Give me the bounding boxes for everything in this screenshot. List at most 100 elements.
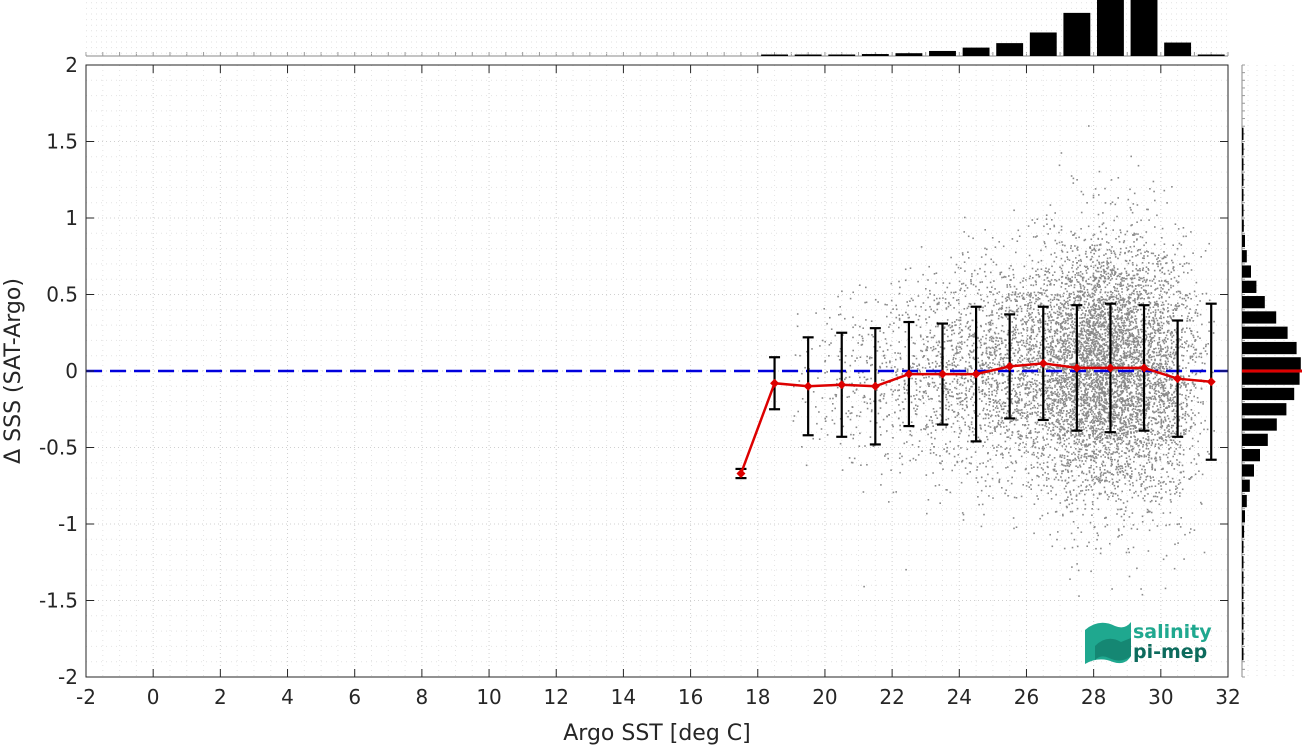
scatter-point bbox=[1034, 292, 1036, 294]
scatter-point bbox=[1088, 321, 1090, 323]
scatter-point bbox=[1004, 402, 1006, 404]
scatter-point bbox=[966, 404, 968, 406]
scatter-point bbox=[871, 357, 873, 359]
scatter-point bbox=[1088, 397, 1090, 399]
scatter-point bbox=[972, 381, 974, 383]
scatter-point bbox=[933, 337, 935, 339]
scatter-point bbox=[1114, 359, 1116, 361]
scatter-point bbox=[1021, 344, 1023, 346]
scatter-point bbox=[962, 408, 964, 410]
scatter-point bbox=[990, 459, 992, 461]
scatter-point bbox=[898, 384, 900, 386]
scatter-point bbox=[1117, 268, 1119, 270]
scatter-point bbox=[1051, 266, 1053, 268]
scatter-point bbox=[1031, 464, 1033, 466]
scatter-point bbox=[958, 333, 960, 335]
scatter-point bbox=[996, 337, 998, 339]
scatter-point bbox=[1067, 251, 1069, 253]
scatter-point bbox=[799, 355, 801, 357]
right-hist-bar bbox=[1242, 602, 1244, 614]
scatter-point bbox=[1064, 245, 1066, 247]
right-hist-bar bbox=[1242, 480, 1250, 492]
scatter-point bbox=[1047, 343, 1049, 345]
scatter-point bbox=[982, 336, 984, 338]
scatter-point bbox=[857, 342, 859, 344]
scatter-point bbox=[910, 396, 912, 398]
scatter-point bbox=[1010, 455, 1012, 457]
scatter-point bbox=[1121, 312, 1123, 314]
scatter-point bbox=[1045, 270, 1047, 272]
scatter-point bbox=[1002, 325, 1004, 327]
scatter-point bbox=[1066, 350, 1068, 352]
scatter-point bbox=[1066, 491, 1068, 493]
scatter-point bbox=[1040, 344, 1042, 346]
scatter-point bbox=[1066, 413, 1068, 415]
scatter-point bbox=[1060, 382, 1062, 384]
scatter-point bbox=[918, 398, 920, 400]
scatter-point bbox=[1011, 339, 1013, 341]
scatter-point bbox=[947, 369, 949, 371]
scatter-point bbox=[1074, 412, 1076, 414]
scatter-point bbox=[936, 272, 938, 274]
scatter-point bbox=[1111, 588, 1113, 590]
scatter-point bbox=[965, 367, 967, 369]
scatter-point bbox=[1136, 346, 1138, 348]
scatter-point bbox=[972, 238, 974, 240]
scatter-point bbox=[1128, 466, 1130, 468]
scatter-point bbox=[1130, 425, 1132, 427]
scatter-point bbox=[942, 429, 944, 431]
scatter-point bbox=[972, 320, 974, 322]
scatter-point bbox=[919, 370, 921, 372]
scatter-point bbox=[1014, 286, 1016, 288]
scatter-point bbox=[1136, 362, 1138, 364]
scatter-point bbox=[1039, 518, 1041, 520]
scatter-point bbox=[971, 386, 973, 388]
scatter-point bbox=[1066, 411, 1068, 413]
scatter-point bbox=[1098, 509, 1100, 511]
scatter-point bbox=[990, 354, 992, 356]
scatter-point bbox=[1161, 318, 1163, 320]
scatter-point bbox=[974, 303, 976, 305]
scatter-point bbox=[931, 398, 933, 400]
scatter-point bbox=[1110, 443, 1112, 445]
scatter-point bbox=[847, 396, 849, 398]
scatter-point bbox=[950, 257, 952, 259]
scatter-point bbox=[978, 504, 980, 506]
scatter-point bbox=[1046, 438, 1048, 440]
scatter-point bbox=[1094, 442, 1096, 444]
scatter-point bbox=[1020, 320, 1022, 322]
scatter-point bbox=[1062, 395, 1064, 397]
scatter-point bbox=[1104, 398, 1106, 400]
scatter-point bbox=[1056, 374, 1058, 376]
scatter-point bbox=[1013, 419, 1015, 421]
scatter-point bbox=[998, 444, 1000, 446]
scatter-point bbox=[1027, 375, 1029, 377]
scatter-point bbox=[1025, 316, 1027, 318]
scatter-point bbox=[930, 347, 932, 349]
scatter-point bbox=[1071, 338, 1073, 340]
scatter-point bbox=[964, 342, 966, 344]
scatter-point bbox=[1091, 328, 1093, 330]
scatter-point bbox=[1146, 359, 1148, 361]
scatter-point bbox=[1035, 438, 1037, 440]
scatter-point bbox=[991, 367, 993, 369]
scatter-point bbox=[897, 352, 899, 354]
scatter-point bbox=[1121, 387, 1123, 389]
scatter-point bbox=[920, 326, 922, 328]
scatter-point bbox=[1132, 270, 1134, 272]
scatter-point bbox=[986, 409, 988, 411]
scatter-point bbox=[1116, 278, 1118, 280]
scatter-point bbox=[1095, 377, 1097, 379]
scatter-point bbox=[884, 357, 886, 359]
scatter-point bbox=[1027, 367, 1029, 369]
scatter-point bbox=[1029, 341, 1031, 343]
scatter-point bbox=[954, 431, 956, 433]
scatter-point bbox=[902, 368, 904, 370]
scatter-point bbox=[1054, 330, 1056, 332]
scatter-point bbox=[859, 445, 861, 447]
scatter-point bbox=[1067, 335, 1069, 337]
scatter-point bbox=[955, 416, 957, 418]
scatter-point bbox=[1137, 250, 1139, 252]
scatter-point bbox=[1072, 475, 1074, 477]
scatter-point bbox=[925, 318, 927, 320]
